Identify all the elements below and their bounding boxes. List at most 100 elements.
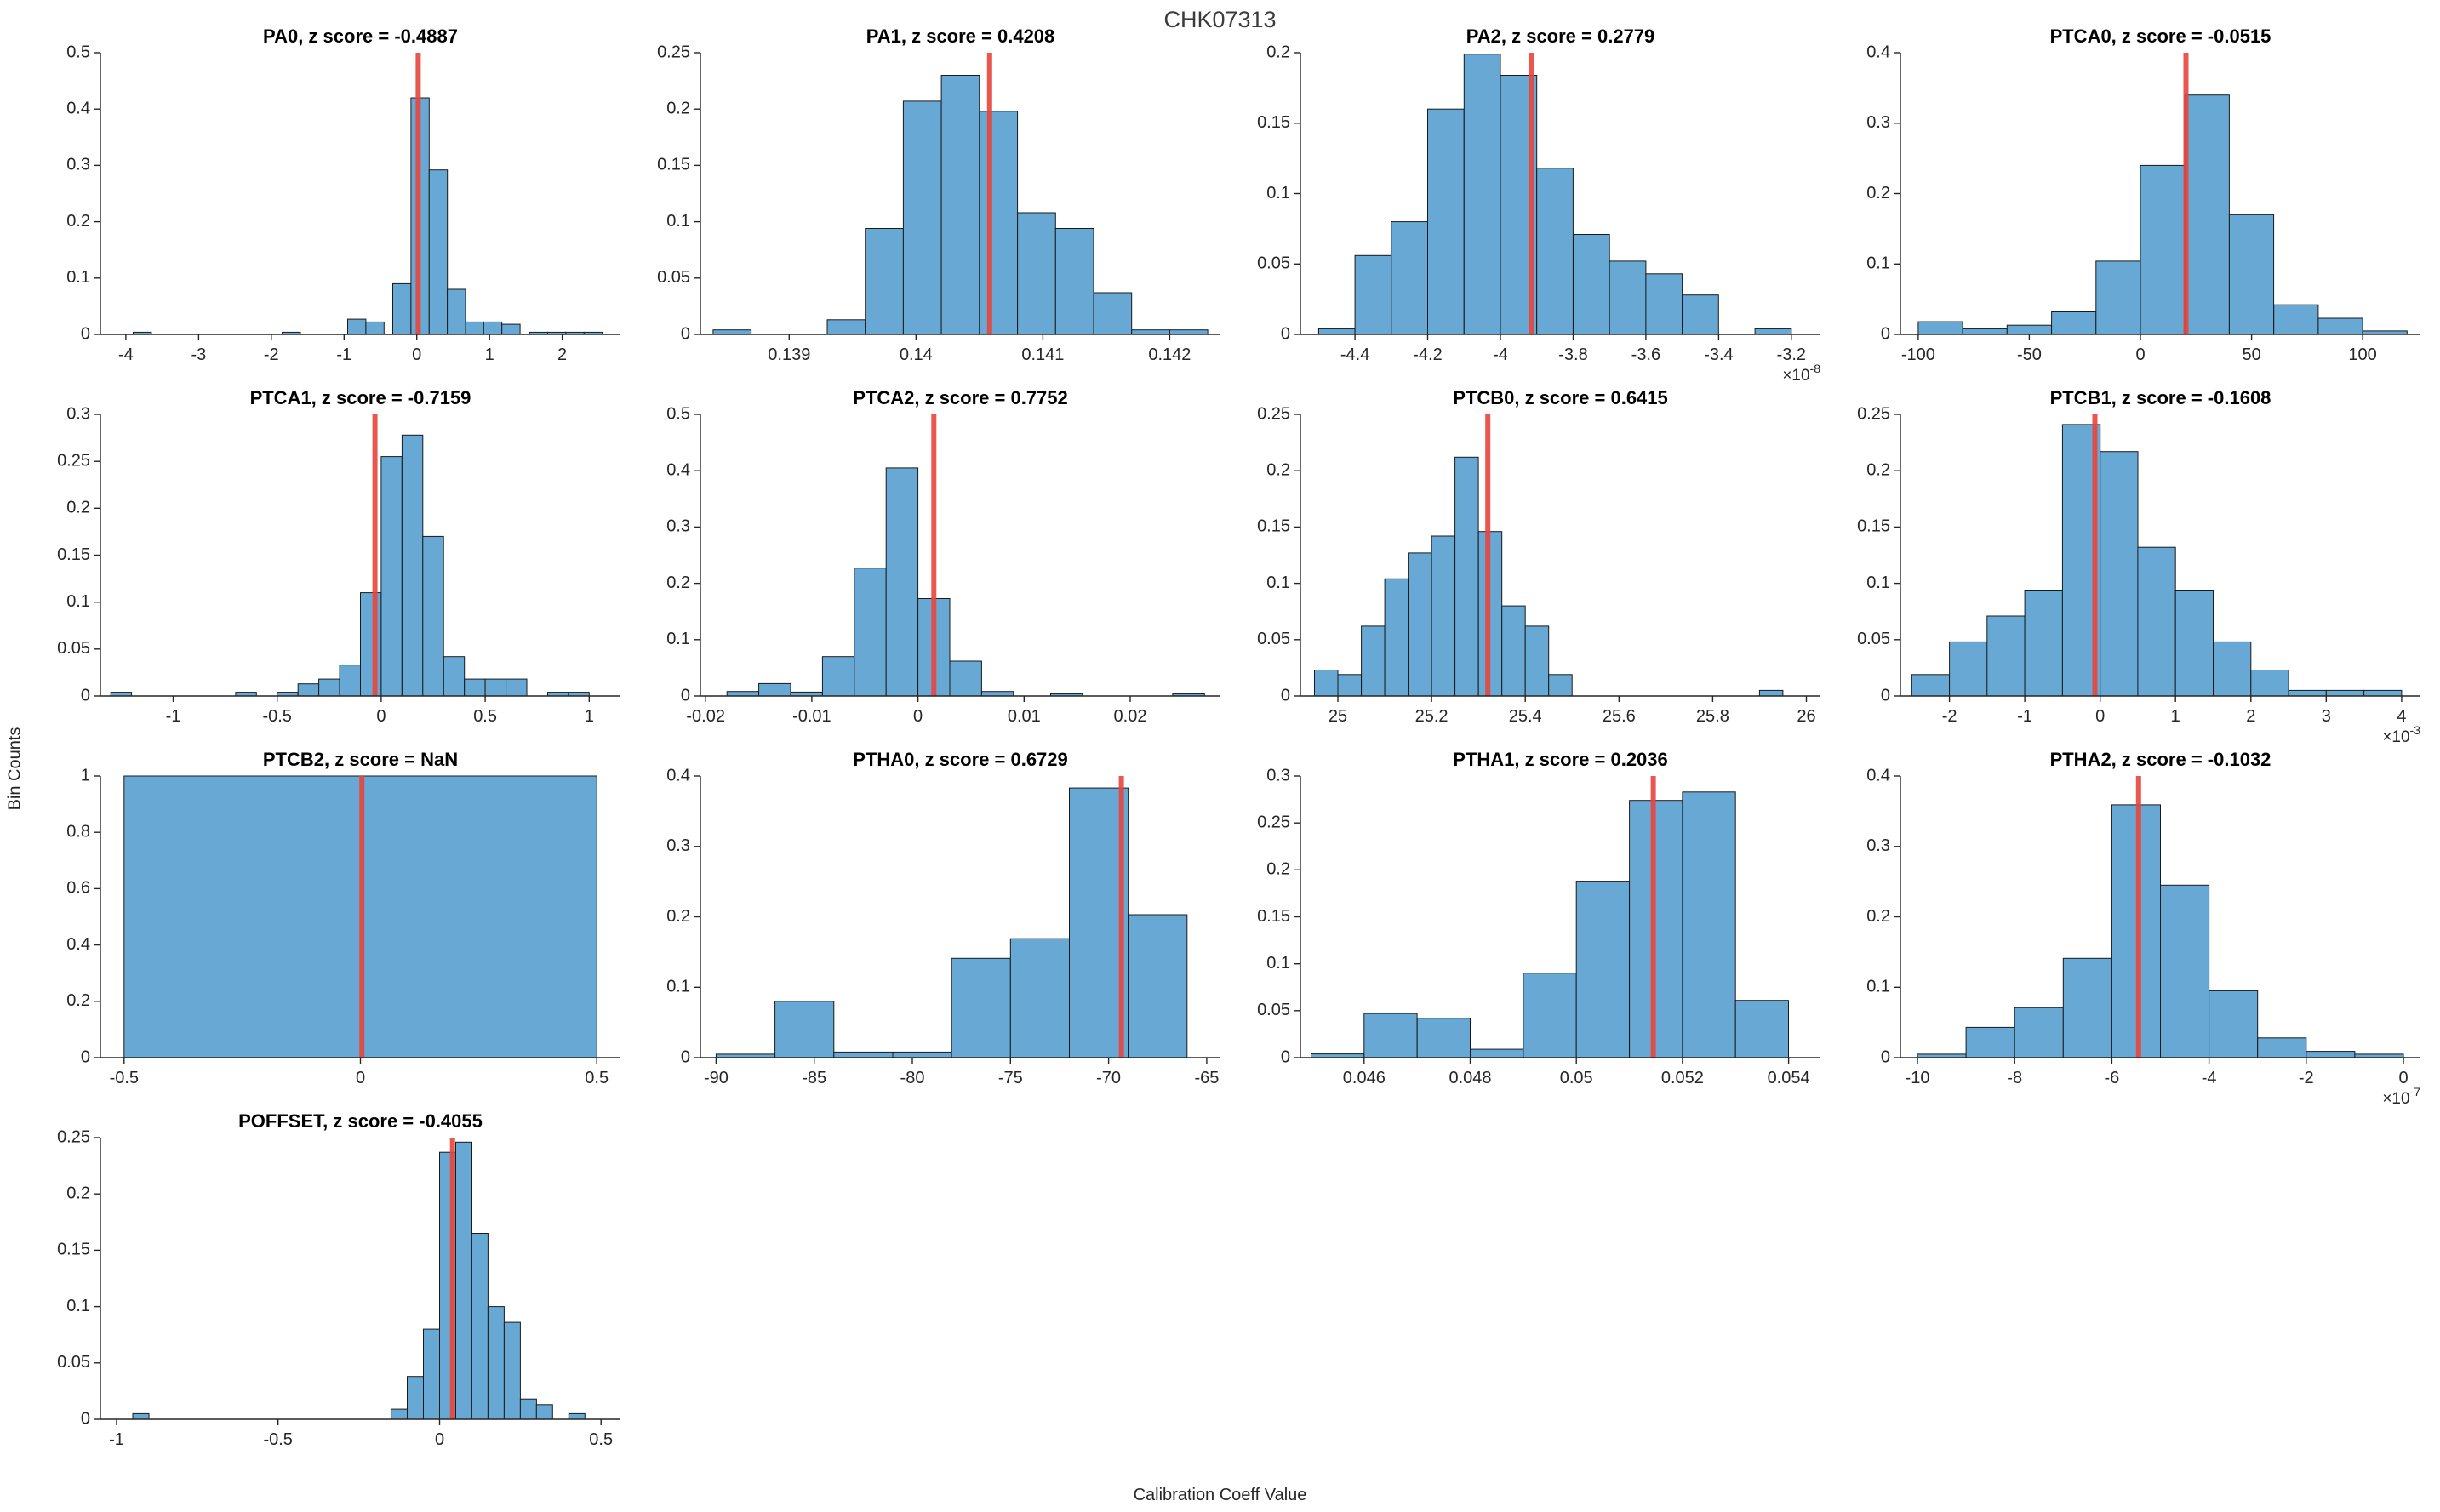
histogram-bar [2100, 451, 2139, 697]
x-tick-label: -4 [1493, 345, 1508, 364]
x-tick-label: -0.02 [686, 707, 725, 726]
histogram-bar [1363, 1013, 1418, 1058]
x-tick-label: -1 [2017, 707, 2032, 726]
y-tick-label: 0.4 [1866, 766, 1890, 785]
x-tick-label: -1 [109, 1430, 124, 1449]
x-tick-label: 1 [2171, 707, 2180, 726]
histogram-bar [1470, 1048, 1524, 1058]
histogram-bar [1682, 791, 1736, 1058]
histogram-bar [2024, 590, 2063, 697]
y-tick-label: 0.2 [1866, 907, 1890, 926]
x-tick-label: -4.4 [1340, 345, 1369, 364]
histogram-bar [391, 1408, 409, 1420]
histogram-bar [422, 535, 444, 697]
histogram-bar [2160, 884, 2210, 1058]
x-tick-label: 0.5 [473, 707, 497, 726]
subplot-title: PTCB0, z score = 0.6415 [1453, 387, 1668, 408]
y-axis-label: Bin Counts [5, 727, 25, 811]
x-tick-label: -10 [1906, 1069, 1930, 1087]
histogram-bar [483, 321, 503, 335]
x-tick-label: -4 [118, 345, 134, 364]
subplot-ptha2-canvas: -10 -8 -6 -4 -2 0 0 0.1 0.2 0.3 0.4 ×10-7 PTHA2, z s… [1866, 749, 2420, 1108]
y-tick-label: 0 [1281, 1047, 1290, 1066]
y-tick-label: 0.1 [1866, 254, 1890, 273]
y-tick-label: 0 [1281, 686, 1290, 705]
y-tick-label: 0.05 [1257, 1001, 1290, 1019]
histogram-bar [428, 169, 449, 335]
histogram-bar [2228, 214, 2275, 335]
x-tick-label: -3 [191, 345, 207, 364]
histogram-bar [1734, 1000, 1790, 1058]
histogram-bar [1337, 674, 1362, 697]
y-tick-label: 0.25 [57, 451, 90, 470]
x-tick-label: 1 [485, 345, 494, 364]
histogram-bar [503, 1321, 521, 1420]
histogram-bar [1986, 615, 2026, 697]
histogram-bar [1314, 670, 1339, 697]
x-tick-label: 0.14 [900, 345, 933, 364]
x-tick-label: -75 [998, 1069, 1023, 1087]
subplot-pa2-canvas: -4.4 -4.2 -4 -3.8 -3.6 -3.4 -3.2 0 0.05 0.1 0.15 0.… [1257, 26, 1820, 385]
histogram-bar [1093, 292, 1133, 335]
x-tick-label: 0.141 [1021, 345, 1064, 364]
histogram-bar [2250, 670, 2289, 697]
axis-exponent-label: ×10-3 [2382, 723, 2420, 745]
histogram-bar [360, 592, 382, 697]
x-tick-label: 0 [376, 707, 386, 726]
histogram-bar [1758, 689, 1784, 697]
y-tick-label: 0.15 [1257, 517, 1290, 536]
histogram-bar [2095, 260, 2141, 335]
histogram-bar [1536, 168, 1574, 335]
x-tick-label: 0.139 [768, 345, 810, 364]
histogram-bar [1017, 212, 1056, 335]
histogram-bar [1965, 1026, 2015, 1058]
y-tick-label: 0.15 [57, 1241, 90, 1259]
histogram-bar [2273, 304, 2319, 335]
subplot-poffset-canvas: -1 -0.5 0 0.5 0 0.05 0.1 0.15 0.2 0.25 POFFSET, z … [57, 1110, 620, 1449]
histogram-bar [423, 1328, 440, 1420]
y-tick-label: 0 [81, 1047, 90, 1066]
y-tick-label: 0.25 [1257, 404, 1290, 423]
histogram-bar [1609, 260, 1647, 335]
subplot-ptcb2-canvas: -0.5 0 0.5 0 0.2 0.4 0.6 0.8 1 PTCB2, z score = N… [66, 749, 620, 1087]
y-tick-label: 0.2 [66, 499, 90, 517]
subplot-ptca1-canvas: -1 -0.5 0 0.5 1 0 0.05 0.1 0.15 0.2 0.25 0.3 PTCA1, … [57, 387, 620, 726]
y-tick-label: 0.2 [66, 1184, 90, 1202]
histogram-bar [1949, 641, 1988, 697]
histogram-bar [1009, 938, 1070, 1058]
subplot-title: PTCB1, z score = -0.1608 [2050, 387, 2271, 408]
x-tick-label: 3 [2322, 707, 2331, 726]
histogram-bar [1354, 254, 1392, 335]
histogram-bar [347, 318, 367, 335]
x-tick-label: -6 [2105, 1069, 2120, 1087]
y-tick-label: 0.25 [657, 43, 690, 61]
histogram-bar [949, 660, 982, 697]
histogram-bar [712, 329, 752, 335]
subplot-ptha1-canvas: 0.046 0.048 0.05 0.052 0.054 0 0.05 0.1 0.15 0.2 0… [1257, 749, 1820, 1087]
histogram-bar [487, 1306, 505, 1420]
y-tick-label: 0 [1881, 686, 1890, 705]
x-tick-label: -4.2 [1413, 345, 1442, 364]
y-tick-label: 0.3 [66, 156, 90, 174]
histogram-bar [1169, 329, 1209, 335]
x-tick-label: -0.5 [263, 1430, 292, 1449]
y-tick-label: 0.1 [66, 592, 90, 611]
y-tick-label: 0.4 [1866, 43, 1890, 61]
histogram-bar [1682, 294, 1719, 335]
y-tick-label: 0.4 [66, 935, 90, 954]
y-tick-label: 0.15 [1857, 517, 1890, 536]
histogram-bar [1573, 234, 1610, 335]
x-tick-label: 0 [2398, 1069, 2408, 1087]
y-tick-label: 0 [681, 324, 690, 343]
y-tick-label: 0.25 [1857, 404, 1890, 423]
histogram-bar [758, 682, 791, 697]
subplot-poffset: -1 -0.5 0 0.5 0 0.05 0.1 0.15 0.2 0.25 POFFSET, z … [32, 1107, 632, 1469]
histogram-bar [2051, 311, 2097, 335]
x-tick-label: -3.6 [1631, 345, 1660, 364]
y-tick-label: 0 [681, 1047, 690, 1066]
histogram-bar [940, 75, 980, 335]
y-tick-label: 0 [1881, 324, 1890, 343]
x-tick-label: 1 [585, 707, 594, 726]
subplot-title: PTCA2, z score = 0.7752 [853, 387, 1068, 408]
histogram-bar [1548, 674, 1573, 697]
